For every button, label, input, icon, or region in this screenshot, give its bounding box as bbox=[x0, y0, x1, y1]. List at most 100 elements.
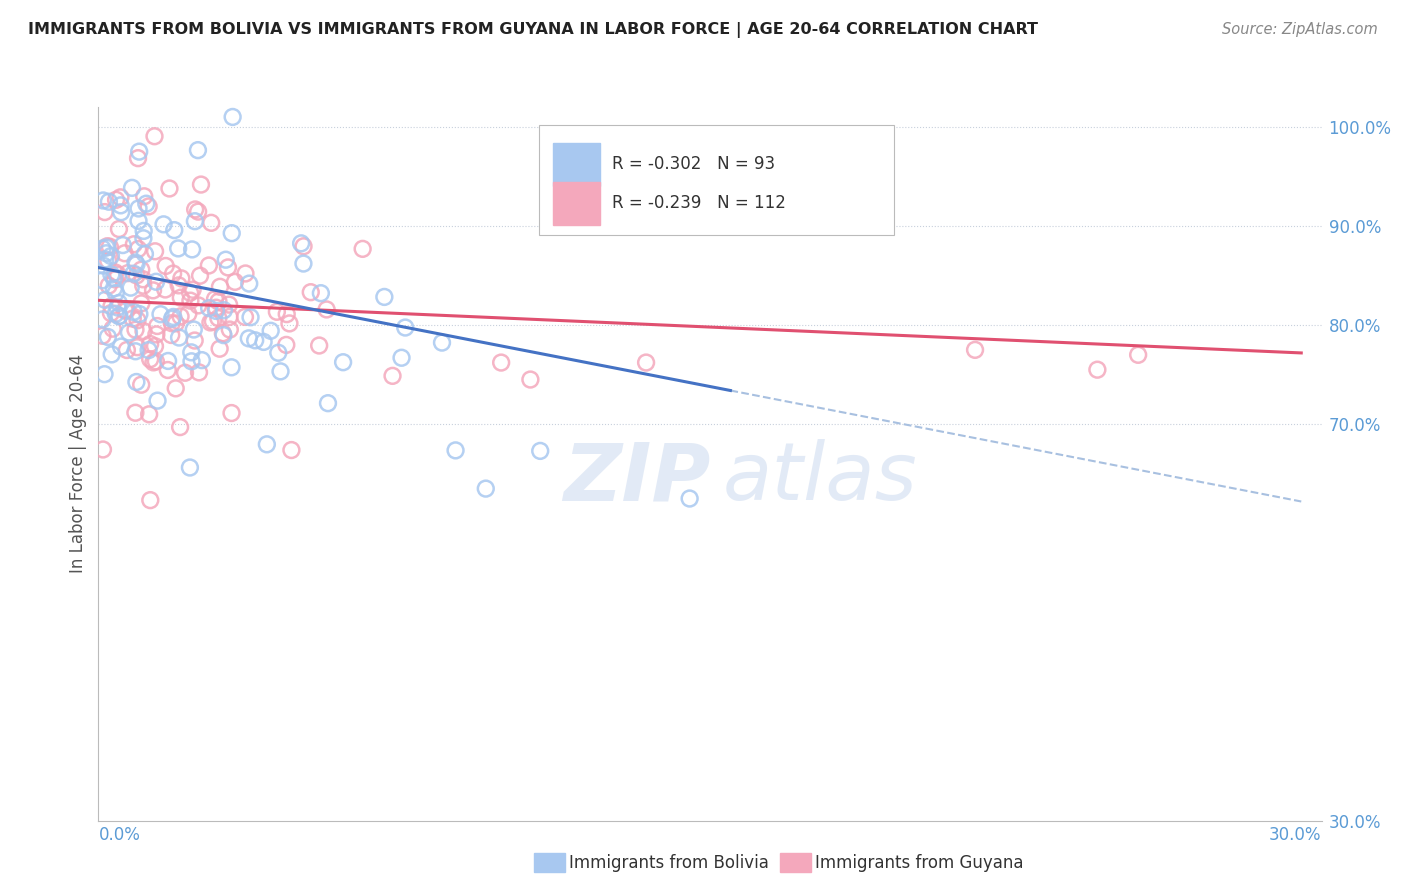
Point bbox=[316, 396, 339, 410]
Point bbox=[205, 301, 228, 315]
Point bbox=[128, 214, 150, 228]
Point bbox=[125, 257, 148, 271]
Point bbox=[233, 310, 256, 324]
Point bbox=[127, 151, 149, 165]
Point bbox=[124, 255, 146, 269]
Point bbox=[201, 314, 224, 328]
Point bbox=[381, 368, 404, 383]
Point bbox=[127, 242, 149, 256]
Point bbox=[149, 307, 172, 321]
Point bbox=[391, 351, 413, 365]
Text: R = -0.302   N = 93: R = -0.302 N = 93 bbox=[612, 155, 775, 173]
Point bbox=[107, 268, 129, 282]
Text: IMMIGRANTS FROM BOLIVIA VS IMMIGRANTS FROM GUYANA IN LABOR FORCE | AGE 20-64 COR: IMMIGRANTS FROM BOLIVIA VS IMMIGRANTS FR… bbox=[28, 22, 1038, 38]
Text: atlas: atlas bbox=[723, 439, 917, 517]
Point bbox=[122, 267, 145, 281]
Point bbox=[260, 324, 283, 338]
Point bbox=[239, 310, 262, 325]
Point bbox=[159, 181, 181, 195]
Point bbox=[93, 367, 115, 381]
Y-axis label: In Labor Force | Age 20-64: In Labor Force | Age 20-64 bbox=[69, 354, 87, 574]
Point bbox=[430, 335, 453, 350]
Point bbox=[91, 273, 114, 287]
Point bbox=[299, 285, 322, 300]
Point bbox=[167, 241, 190, 255]
Point bbox=[145, 354, 167, 368]
Point bbox=[221, 360, 243, 375]
Point bbox=[129, 377, 152, 392]
Point bbox=[309, 286, 332, 301]
Text: 0.0%: 0.0% bbox=[98, 826, 141, 844]
Point bbox=[127, 313, 149, 327]
Point bbox=[117, 266, 139, 280]
Point bbox=[128, 202, 150, 216]
Text: 30.0%: 30.0% bbox=[1270, 826, 1322, 844]
Point bbox=[128, 145, 150, 159]
Point bbox=[146, 393, 169, 408]
Point bbox=[169, 420, 191, 434]
Point bbox=[104, 286, 127, 301]
Point bbox=[208, 342, 231, 356]
Bar bbox=[554, 182, 600, 225]
Point bbox=[191, 353, 214, 368]
Point bbox=[163, 223, 186, 237]
Point bbox=[138, 407, 160, 421]
Point bbox=[157, 354, 180, 368]
Point bbox=[245, 334, 267, 348]
Point bbox=[115, 343, 138, 357]
Point bbox=[108, 296, 131, 310]
Point bbox=[184, 202, 207, 217]
Point bbox=[100, 306, 122, 320]
Point bbox=[160, 311, 183, 326]
Point bbox=[180, 354, 202, 368]
Point bbox=[174, 366, 197, 380]
Point bbox=[221, 110, 243, 124]
Point bbox=[188, 365, 211, 379]
Point bbox=[636, 355, 658, 369]
Point bbox=[190, 178, 212, 192]
Point bbox=[155, 259, 177, 273]
Point bbox=[198, 259, 221, 273]
Point bbox=[134, 189, 156, 203]
Point bbox=[122, 237, 145, 252]
Point bbox=[125, 268, 148, 283]
Point bbox=[529, 444, 551, 458]
Point bbox=[221, 406, 243, 420]
Point bbox=[103, 281, 125, 295]
Point bbox=[91, 328, 114, 343]
Point bbox=[352, 242, 374, 256]
Text: Immigrants from Guyana: Immigrants from Guyana bbox=[815, 854, 1024, 871]
Point bbox=[120, 280, 142, 294]
Point bbox=[208, 280, 231, 294]
Point bbox=[132, 272, 155, 286]
Point bbox=[489, 355, 512, 369]
Point bbox=[103, 271, 125, 285]
Point bbox=[97, 194, 120, 209]
Point bbox=[183, 322, 205, 336]
Point bbox=[187, 204, 209, 219]
Point bbox=[224, 275, 246, 289]
Point bbox=[91, 442, 114, 457]
Point bbox=[131, 296, 153, 310]
Point bbox=[252, 334, 274, 349]
Point bbox=[125, 375, 148, 389]
Point bbox=[100, 249, 122, 263]
Point bbox=[160, 328, 183, 343]
Point bbox=[101, 321, 124, 335]
Point bbox=[181, 243, 204, 257]
Point bbox=[162, 310, 184, 324]
Point bbox=[207, 294, 229, 309]
Point bbox=[118, 326, 141, 340]
Point bbox=[134, 247, 156, 261]
Point bbox=[108, 310, 131, 324]
Point bbox=[218, 322, 240, 336]
Point bbox=[156, 363, 179, 377]
Point bbox=[97, 253, 120, 268]
Point bbox=[104, 307, 127, 321]
Point bbox=[152, 217, 174, 231]
Point bbox=[139, 337, 162, 351]
Point bbox=[292, 239, 315, 253]
Point bbox=[179, 460, 201, 475]
Point bbox=[128, 307, 150, 321]
Point bbox=[160, 316, 183, 330]
